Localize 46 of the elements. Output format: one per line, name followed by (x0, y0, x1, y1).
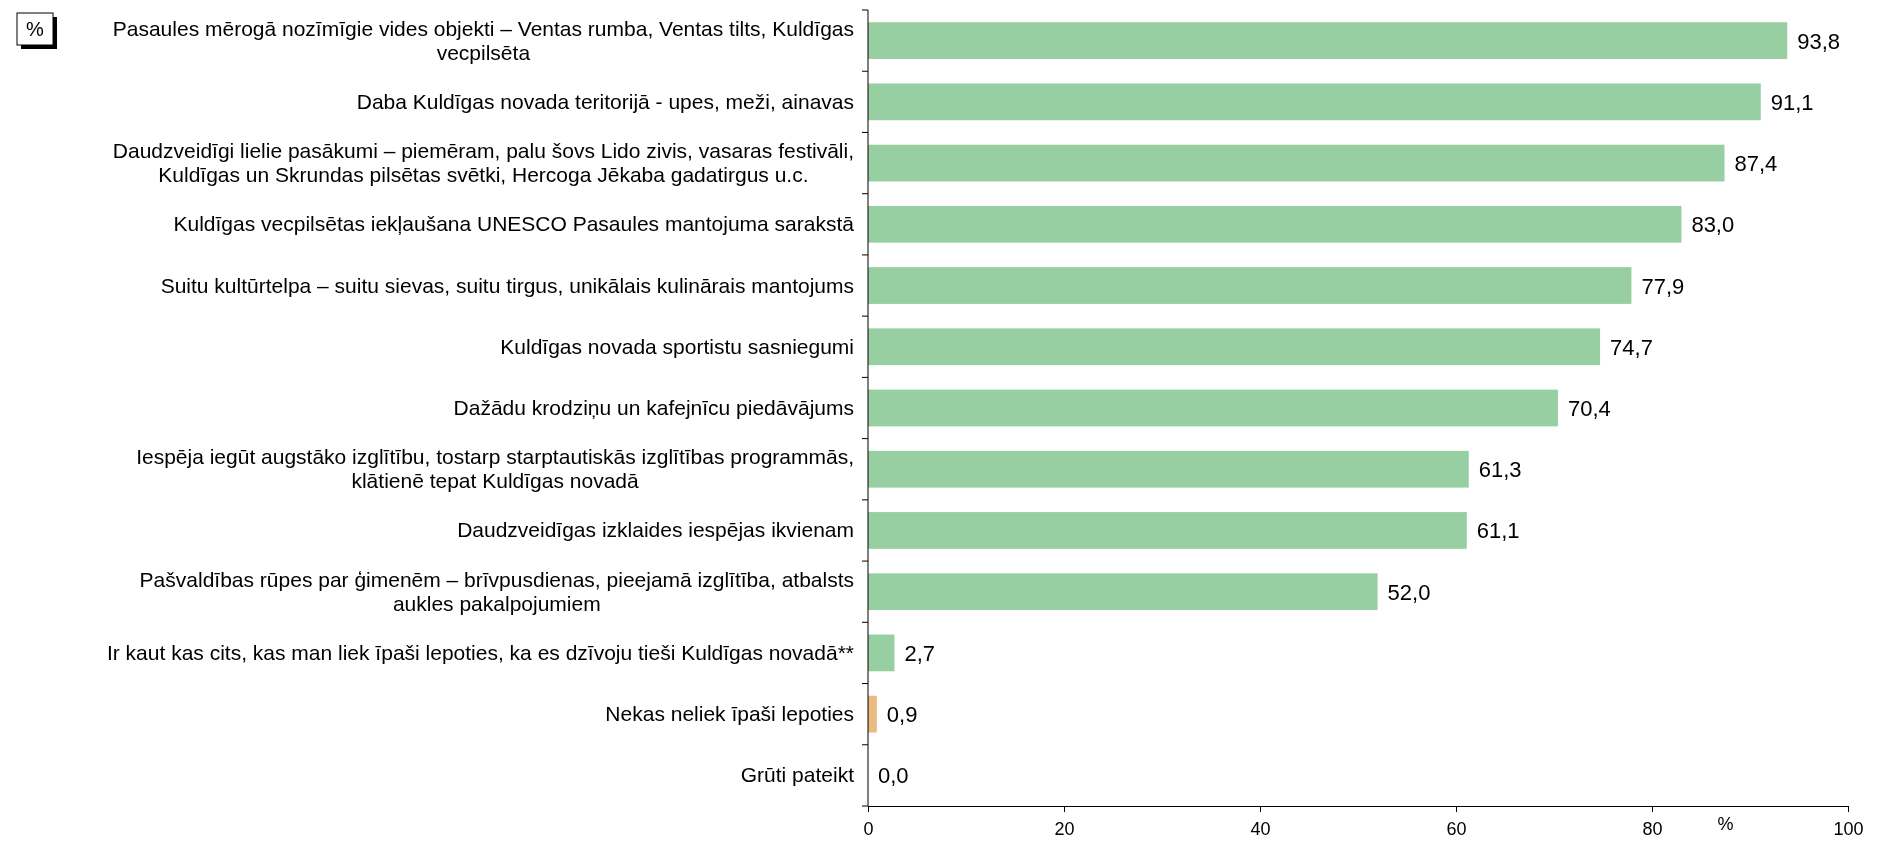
y-tick-label: Daba Kuldīgas novada teritorijā - upes, meži, ainavas (356, 89, 854, 113)
bar (868, 328, 1601, 366)
y-tick-label: Pasaules mērogā nozīmīgie vides objekti – Ventas rumba, Ventas tilts, Kuldīgas vecpilsēta (112, 16, 854, 64)
bar (868, 512, 1467, 549)
bar (868, 389, 1558, 427)
bar (868, 267, 1632, 304)
data-label: 91,1 (1770, 89, 1814, 115)
bar (868, 573, 1378, 611)
x-tick-label: 20 (1054, 818, 1075, 839)
x-tick-label: 0 (863, 818, 874, 839)
data-label: 0,0 (878, 763, 909, 789)
y-tick-label: Kuldīgas novada sportistu sasniegumi (500, 334, 854, 358)
data-label: 61,3 (1478, 457, 1522, 483)
x-axis-title: % (1717, 814, 1734, 834)
data-label: 52,0 (1387, 579, 1431, 605)
y-tick-label: Kuldīgas vecpilsētas iekļaušana UNESCO Pasaules mantojuma sarakstā (173, 212, 855, 236)
data-label: 61,1 (1476, 518, 1520, 544)
x-tick-label: 100 (1833, 818, 1864, 839)
data-label: 93,8 (1797, 28, 1841, 54)
data-label: 0,9 (886, 702, 918, 728)
bar (868, 144, 1725, 182)
y-tick-label: Pašvaldības rūpes par ģimenēm – brīvpusdienas, pieejamā izglītība, atbalsts aukles pakalpojumiem (139, 567, 854, 615)
data-label: 70,4 (1567, 396, 1611, 421)
data-label: 83,0 (1691, 212, 1735, 238)
bar (868, 695, 877, 733)
bar (868, 450, 1469, 488)
bar (868, 634, 895, 672)
y-tick-label: Daudzveidīgas izklaides iespējas ikvienam (457, 518, 854, 542)
bar (868, 22, 1788, 59)
x-tick-label: 40 (1250, 818, 1271, 839)
y-tick-label: Dažādu krodziņu un kafejnīcu piedāvājums (453, 396, 854, 419)
bar (868, 205, 1682, 243)
x-tick-label: 60 (1446, 818, 1467, 839)
x-tick-label: 80 (1642, 818, 1663, 839)
y-tick-label: Nekas neliek īpaši lepoties (605, 702, 854, 726)
y-tick-label: Daudzveidīgi lielie pasākumi – piemēram, palu šovs Lido zivis, vasaras festivāli, Kuldīgas un Skrundas pilsētas svētki, Hercoga Jēkaba gadatirgus u.c. (112, 139, 854, 187)
bar (868, 83, 1761, 121)
y-tick-label: Grūti pateikt (740, 763, 855, 787)
y-tick-label: Iespēja iegūt augstāko izglītību, tostarp starptautiskās izglītības programmās, klātienē tepat Kuldīgas novadā (136, 445, 854, 493)
y-tick-label: Suitu kultūrtelpa – suitu sievas, suitu tirgus, unikālais kulinārais mantojums (160, 273, 854, 297)
data-label: 2,7 (904, 640, 936, 666)
data-label: 87,4 (1734, 151, 1778, 177)
data-label: 74,7 (1610, 334, 1653, 360)
data-label: 77,9 (1641, 273, 1685, 299)
text: % (26, 18, 45, 40)
y-tick-label: Ir kaut kas cits, kas man liek īpaši lepoties, ka es dzīvoju tieši Kuldīgas novadā** (106, 640, 854, 664)
